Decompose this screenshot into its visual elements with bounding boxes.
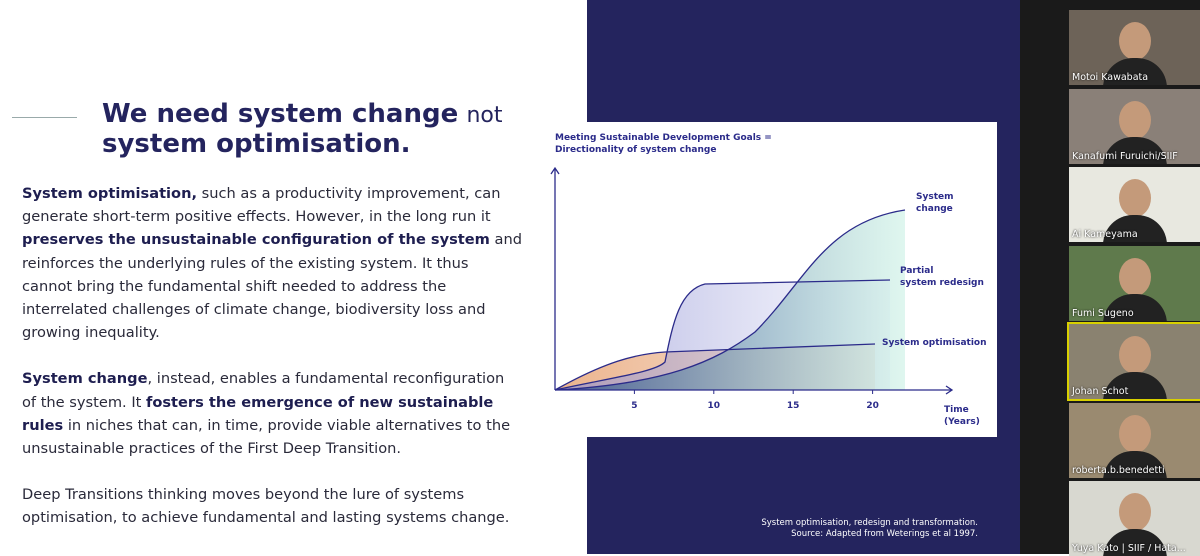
participant-name: Johan Schot <box>1072 386 1129 397</box>
participant-name: Motoi Kawabata <box>1072 72 1149 83</box>
text: and reinforces the underlying rules of t… <box>22 231 522 342</box>
system-change-curve <box>554 209 906 391</box>
participant-tile: Ai Kameyama <box>1069 167 1200 242</box>
participant-name: Fumi Sugeno <box>1072 307 1134 319</box>
caption-line: System optimisation, redesign and transf… <box>761 518 978 528</box>
participant-tile: Fumi Sugeno <box>1069 245 1200 321</box>
curve-label: Partial <box>900 266 933 276</box>
x-label: Time <box>944 405 969 415</box>
rule <box>12 117 77 118</box>
avatar-face <box>1119 22 1151 60</box>
x-label: (Years) <box>944 417 980 427</box>
participant-tile: Motoi Kawabata <box>1069 10 1200 85</box>
participant-name: roberta.b.benedetti <box>1072 464 1165 476</box>
avatar-face <box>1119 257 1151 296</box>
avatar-face <box>1119 100 1151 139</box>
avatar-face <box>1119 336 1151 374</box>
x-tick-label: 5 <box>631 401 637 411</box>
title-rest: not <box>466 103 503 128</box>
chart-title: Meeting Sustainable Development Goals = <box>555 133 772 143</box>
text: such as a productivity improvement, can … <box>22 185 501 226</box>
bold-text: System optimisation, <box>22 185 198 202</box>
caption: System optimisation, redesign and transf… <box>700 518 978 540</box>
title-line2: system optimisation. <box>102 129 411 159</box>
text: Deep Transitions thinking moves beyond t… <box>22 486 510 527</box>
caption-line: Source: Adapted from Weterings et al 199… <box>791 529 978 539</box>
text: , instead, enables a fundamental reconfi… <box>22 370 505 411</box>
participant-name: Yuya Kato | SIIF / Hata... <box>1072 543 1186 554</box>
participant-tile: roberta.b.benedetti <box>1069 402 1200 478</box>
axes <box>550 166 954 395</box>
participant-tile: Yuya Kato | SIIF / Hata... <box>1069 481 1200 556</box>
curve-label: System optimisation <box>882 338 987 348</box>
participant-name: Ai Kameyama <box>1072 229 1138 240</box>
optimisation-curve <box>554 343 876 391</box>
avatar-face <box>1119 179 1151 217</box>
avatar-face <box>1119 493 1151 531</box>
x-tick-label: 10 <box>708 401 721 411</box>
text: in niches that can, in time, provide via… <box>22 416 511 458</box>
slide-title: We need system change not system optimis… <box>102 100 503 159</box>
partial-curve <box>554 279 891 391</box>
curve-label: system redesign <box>900 278 984 288</box>
curve-label: System <box>916 192 954 202</box>
participant-tile: Johan Schot <box>1067 322 1200 401</box>
participant-tile: Kanafumi Furuichi/SIIF <box>1069 88 1200 164</box>
bold-text: fosters the emergence of new sustainable… <box>22 393 494 434</box>
chart-card: Meeting Sustainable Development Goals = … <box>545 122 997 437</box>
bold-text: System change <box>22 370 148 388</box>
paragraphs: System optimisation, such as a productiv… <box>22 182 522 553</box>
curve-label: change <box>916 204 953 214</box>
system-change-area <box>555 210 905 390</box>
x-tick-label: 20 <box>866 401 879 411</box>
bold-text: preserves the unsustainable configuratio… <box>22 231 490 249</box>
chart-title: Directionality of system change <box>555 145 716 155</box>
chart: Meeting Sustainable Development Goals = … <box>550 133 987 427</box>
avatar-face <box>1119 414 1151 453</box>
paragraph: System optimisation, such as a productiv… <box>22 182 522 344</box>
paragraph: System change, instead, enables a fundam… <box>22 367 522 460</box>
title-bold: We need system change <box>102 99 459 129</box>
paragraph: Deep Transitions thinking moves beyond t… <box>22 483 522 529</box>
participant-strip: Motoi Kawabata Kanafumi Furuichi/SIIF Ai K… <box>1020 0 1200 556</box>
slide-text-area: We need system change not system optimis… <box>0 0 587 554</box>
participant-name: Kanafumi Furuichi/SIIF <box>1072 150 1178 162</box>
x-tick-label: 15 <box>787 401 800 411</box>
